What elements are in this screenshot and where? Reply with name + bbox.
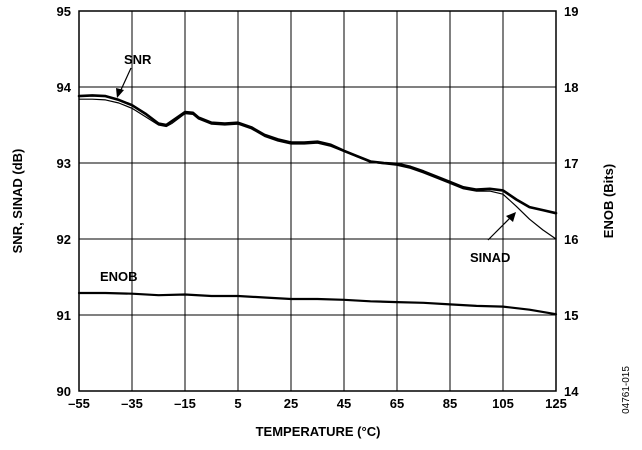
snr-annotation: SNR — [124, 52, 152, 67]
x-tick-label: –15 — [174, 396, 196, 411]
y-tick-label-left: 94 — [57, 80, 72, 95]
x-tick-label: –55 — [68, 396, 90, 411]
x-tick-label: 105 — [492, 396, 514, 411]
y-tick-label-right: 17 — [564, 156, 578, 171]
y-axis-label-right: ENOB (Bits) — [601, 164, 616, 238]
y-axis-label-left: SNR, SINAD (dB) — [10, 149, 25, 254]
x-tick-label: 125 — [545, 396, 567, 411]
x-tick-label: 85 — [443, 396, 457, 411]
snr-arrow-line — [119, 67, 132, 93]
y-tick-label-left: 90 — [57, 384, 71, 399]
sinad-annotation: SINAD — [470, 250, 510, 265]
x-tick-label: 25 — [284, 396, 298, 411]
y-tick-label-left: 93 — [57, 156, 71, 171]
y-tick-label-right: 14 — [564, 384, 579, 399]
y-tick-label-right: 15 — [564, 308, 578, 323]
series-group — [77, 94, 558, 316]
x-axis-label: TEMPERATURE (°C) — [256, 424, 381, 439]
series-line-enob — [77, 291, 558, 316]
x-tick-label: –35 — [121, 396, 143, 411]
y-tick-label-right: 16 — [564, 232, 578, 247]
y-tick-label-right: 19 — [564, 4, 578, 19]
tick-labels: –55 –35 –15 5 25 45 65 85 105 125 90 91 92 93 94 95 14 15… — [57, 4, 580, 411]
y-tick-label-left: 92 — [57, 232, 71, 247]
y-tick-label-left: 91 — [57, 308, 71, 323]
grid — [78, 10, 557, 392]
figure-id: 04761-015 — [621, 366, 632, 414]
x-tick-label: 5 — [234, 396, 241, 411]
x-tick-label: 65 — [390, 396, 404, 411]
enob-annotation: ENOB — [100, 269, 138, 284]
x-tick-label: 45 — [337, 396, 351, 411]
annotation-arrows — [116, 67, 516, 241]
plot-frame — [78, 10, 557, 392]
series-line-sinad — [78, 98, 557, 240]
series-line-snr — [77, 94, 558, 215]
snr-arrowhead — [116, 88, 124, 98]
y-tick-label-left: 95 — [57, 4, 71, 19]
sinad-arrow-line — [487, 217, 511, 241]
sinad-arrowhead — [506, 212, 516, 222]
y-tick-label-right: 18 — [564, 80, 578, 95]
